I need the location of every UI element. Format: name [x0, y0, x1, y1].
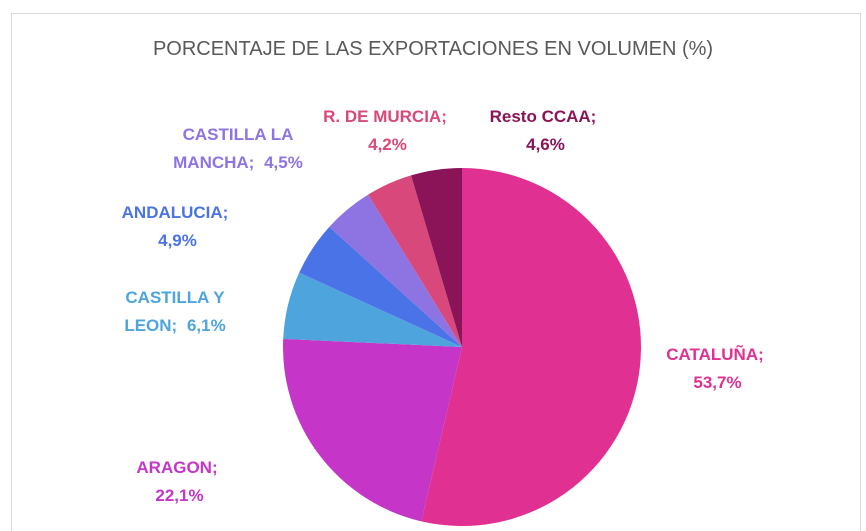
data-label: CATALUÑA; 53,7% [658, 341, 773, 397]
category-label: CATALUÑA; [666, 345, 764, 364]
value-label: 22,1% [155, 486, 204, 505]
value-label: 6,1% [186, 316, 226, 335]
value-label: 4,2% [368, 135, 407, 154]
category-label: Resto CCAA; [489, 107, 597, 126]
chart-border [11, 13, 861, 531]
pie-slice [329, 194, 462, 347]
pie-slice [421, 168, 641, 526]
data-label: ANDALUCIA; 4,9% [118, 199, 233, 255]
category-label: ARAGON; [136, 458, 218, 477]
data-label: R. DE MURCIA; 4,2% [308, 103, 463, 159]
pie-slice [283, 272, 462, 347]
data-label: CASTILLA LA MANCHA; 4,5% [163, 121, 313, 177]
pie-slice [368, 175, 462, 347]
value-label: 4,9% [158, 231, 197, 250]
pie-slice [283, 338, 462, 522]
category-label: R. DE MURCIA; [323, 107, 447, 126]
chart-title: PORCENTAJE DE LAS EXPORTACIONES EN VOLUM… [152, 38, 714, 60]
value-label: 4,6% [526, 135, 565, 154]
pie-slice [411, 168, 462, 347]
data-label: ARAGON; 22,1% [127, 454, 227, 510]
pie-slice [299, 226, 462, 347]
value-label: 4,5% [264, 153, 303, 172]
value-label: 53,7% [693, 373, 742, 392]
category-label: CASTILLA LA MANCHA; [173, 125, 294, 172]
category-label: CASTILLA Y LEON; [124, 288, 225, 335]
category-label: ANDALUCIA; [121, 203, 229, 222]
data-label: CASTILLA Y LEON; 6,1% [113, 284, 238, 340]
data-label: Resto CCAA; 4,6% [481, 103, 606, 159]
